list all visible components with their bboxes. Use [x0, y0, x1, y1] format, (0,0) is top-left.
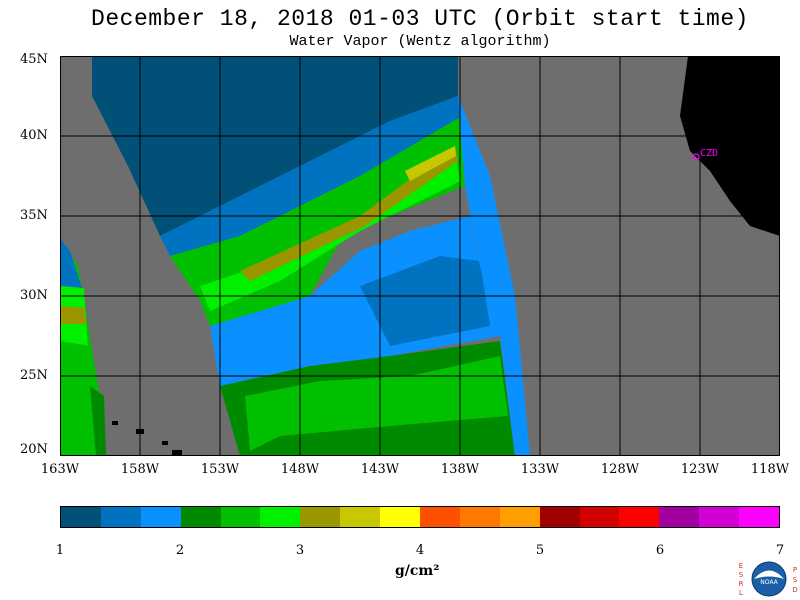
- land-mass: [680, 56, 780, 236]
- colorbar-swatch-8: [340, 507, 381, 527]
- water-vapor-map: CZD: [60, 56, 780, 456]
- logo-letter-p: P: [792, 566, 798, 574]
- colorbar-tick-2: 2: [175, 543, 185, 558]
- colorbar-swatch-11: [459, 507, 500, 527]
- colorbar-tick-5: 5: [535, 543, 545, 558]
- colorbar-swatch-13: [539, 507, 580, 527]
- lon-label-118w: 118W: [750, 462, 790, 477]
- colorbar-swatch-1: [61, 507, 101, 527]
- station-marker: [692, 153, 700, 161]
- lon-label-138w: 138W: [440, 462, 480, 477]
- logo-letter-d: D: [792, 586, 798, 594]
- lon-label-148w: 148W: [280, 462, 320, 477]
- colorbar: [60, 506, 780, 528]
- colorbar-tick-6: 6: [655, 543, 665, 558]
- map-subtitle: Water Vapor (Wentz algorithm): [289, 33, 551, 50]
- colorbar-tick-3: 3: [295, 543, 305, 558]
- logo-letter-s2: S: [792, 576, 798, 584]
- noaa-esrl-psd-logo: E S R L NOAA P S D: [737, 560, 799, 600]
- colorbar-swatch-5: [220, 507, 261, 527]
- noaa-emblem-icon: NOAA: [751, 561, 787, 597]
- colorbar-tick-4: 4: [415, 543, 425, 558]
- colorbar-swatch-17: [699, 507, 740, 527]
- logo-letter-r: R: [738, 580, 744, 588]
- lon-label-133w: 133W: [520, 462, 560, 477]
- station-label: CZD: [700, 148, 718, 159]
- lat-label-30n: 30N: [20, 288, 48, 303]
- lon-label-123w: 123W: [680, 462, 720, 477]
- colorbar-swatch-7: [300, 507, 341, 527]
- colorbar-tick-7: 7: [775, 543, 785, 558]
- colorbar-swatch-12: [499, 507, 540, 527]
- svg-text:NOAA: NOAA: [760, 579, 778, 586]
- colorbar-tick-1: 1: [55, 543, 65, 558]
- lon-label-128w: 128W: [600, 462, 640, 477]
- map-title: December 18, 2018 01-03 UTC (Orbit start…: [91, 6, 749, 32]
- colorbar-swatch-6: [260, 507, 301, 527]
- colorbar-swatch-16: [659, 507, 700, 527]
- lon-label-153w: 153W: [200, 462, 240, 477]
- lat-label-40n: 40N: [20, 128, 48, 143]
- colorbar-swatch-2: [100, 507, 141, 527]
- lon-label-143w: 143W: [360, 462, 400, 477]
- lat-label-20n: 20N: [20, 442, 48, 457]
- colorbar-units: g/cm²: [395, 563, 440, 579]
- colorbar-swatch-10: [420, 507, 460, 527]
- lon-label-163w: 163W: [40, 462, 80, 477]
- lat-label-45n: 45N: [20, 52, 48, 67]
- colorbar-swatch-15: [619, 507, 660, 527]
- lat-label-35n: 35N: [20, 208, 48, 223]
- colorbar-swatch-9: [380, 507, 421, 527]
- logo-letter-l: L: [739, 589, 743, 597]
- lon-label-158w: 158W: [120, 462, 160, 477]
- west-swath: [60, 238, 106, 456]
- colorbar-swatch-18: [739, 507, 780, 527]
- lat-label-25n: 25N: [20, 368, 48, 383]
- colorbar-swatch-14: [579, 507, 620, 527]
- map-frame: [60, 56, 780, 456]
- grid-lines: [60, 56, 780, 456]
- colorbar-swatch-3: [140, 507, 181, 527]
- logo-letter-e: E: [738, 562, 744, 570]
- colorbar-swatch-4: [180, 507, 221, 527]
- logo-letter-s: S: [738, 571, 744, 579]
